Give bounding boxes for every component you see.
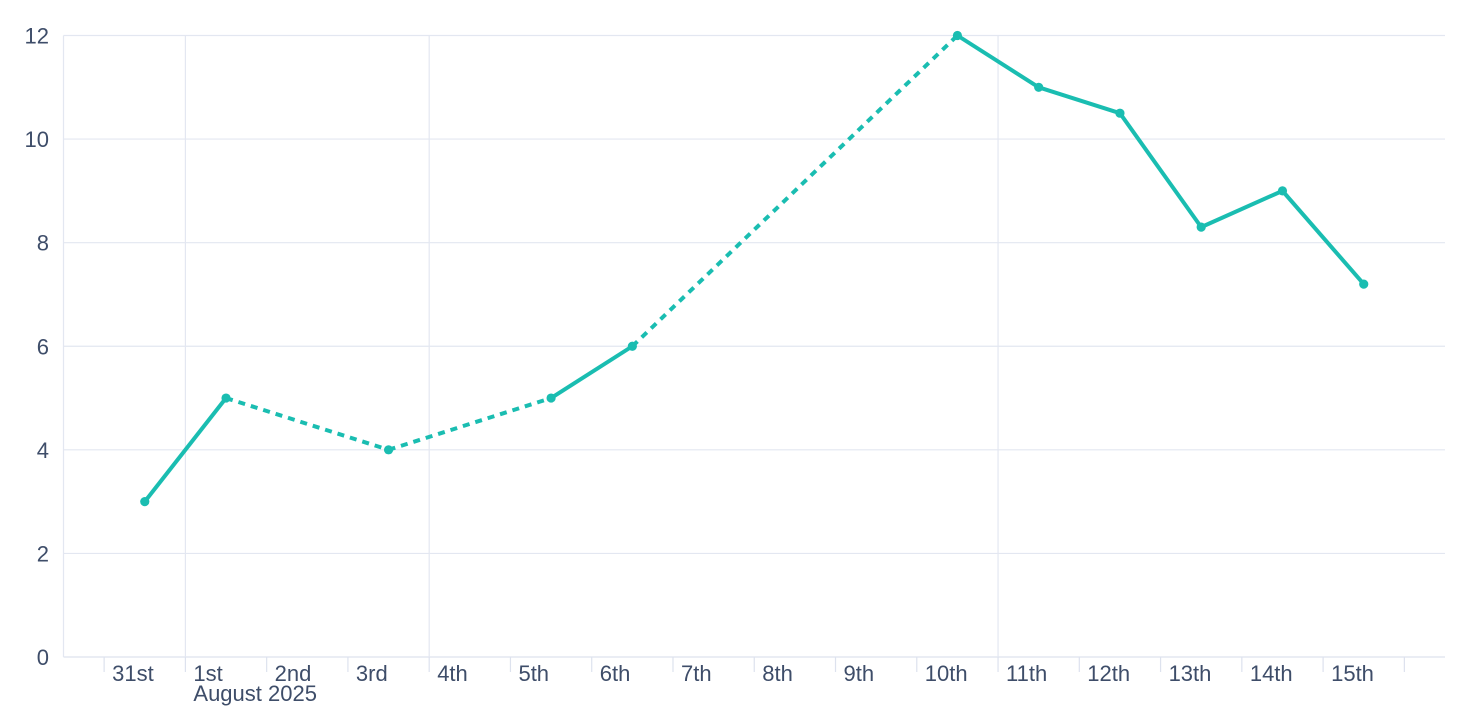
line-segment-solid bbox=[1200, 189, 1284, 229]
y-axis-label-0: 0 bbox=[37, 645, 49, 670]
data-point-10th[interactable] bbox=[952, 30, 963, 41]
data-point-14th[interactable] bbox=[1277, 186, 1288, 196]
month-label: August 2025 bbox=[193, 681, 317, 706]
line-segment-solid bbox=[550, 344, 634, 400]
x-axis-label-13th: 13th bbox=[1169, 661, 1212, 686]
x-axis-label-4th: 4th bbox=[437, 661, 468, 686]
x-axis-label-12th: 12th bbox=[1087, 661, 1130, 686]
line-segment-dashed bbox=[630, 34, 959, 348]
x-axis-label-14th: 14th bbox=[1250, 661, 1293, 686]
line-segment-solid bbox=[956, 33, 1040, 89]
series-markers-daily-values bbox=[140, 30, 1369, 507]
y-axis-label-8: 8 bbox=[37, 231, 49, 256]
x-axis-label-3rd: 3rd bbox=[356, 661, 388, 686]
x-axis-label-8th: 8th bbox=[762, 661, 793, 686]
x-axis-label-1st: 1st bbox=[193, 661, 222, 686]
line-segment-solid bbox=[1038, 85, 1121, 116]
line-segment-dashed bbox=[225, 396, 390, 452]
x-axis-ticks bbox=[103, 657, 1405, 672]
vertical-gridlines bbox=[184, 35, 999, 657]
x-axis-label-11th: 11th bbox=[1006, 661, 1047, 686]
data-point-12th[interactable] bbox=[1115, 108, 1125, 118]
x-axis-label-5th: 5th bbox=[518, 661, 549, 686]
data-point-31st[interactable] bbox=[140, 497, 150, 507]
x-axis-label-7th: 7th bbox=[681, 661, 712, 686]
y-axis-label-6: 6 bbox=[37, 334, 49, 359]
data-point-15th[interactable] bbox=[1359, 279, 1369, 289]
x-axis-label-6th: 6th bbox=[600, 661, 631, 686]
x-axis-label-10th: 10th bbox=[925, 661, 968, 686]
line-segment-dashed bbox=[387, 396, 552, 452]
data-point-11th[interactable] bbox=[1034, 82, 1044, 92]
x-axis-labels: 31st 1st 2nd 3rd 4th 5th 6th 7th 8th 9th 10th 11th 1… bbox=[112, 661, 1374, 706]
y-axis-label-4: 4 bbox=[37, 438, 49, 463]
x-axis-label-2nd: 2nd bbox=[275, 661, 312, 686]
line-segment-solid bbox=[1118, 112, 1203, 229]
x-axis-label-31st: 31st bbox=[112, 661, 154, 686]
data-point-3rd[interactable] bbox=[383, 445, 394, 455]
y-axis-labels: 0 2 4 6 8 10 12 bbox=[25, 24, 49, 671]
series-line-daily-values bbox=[143, 33, 1366, 503]
y-axis-label-12: 12 bbox=[25, 24, 49, 49]
data-point-1st[interactable] bbox=[221, 393, 231, 403]
data-point-5th[interactable] bbox=[546, 393, 556, 403]
line-segment-solid bbox=[1280, 189, 1366, 286]
x-axis-label-9th: 9th bbox=[844, 661, 875, 686]
y-axis-label-10: 10 bbox=[25, 127, 49, 152]
y-axis-label-2: 2 bbox=[37, 541, 49, 566]
horizontal-gridlines bbox=[63, 34, 1445, 658]
x-axis-label-15th: 15th bbox=[1331, 661, 1374, 686]
line-segment-solid bbox=[143, 396, 228, 503]
data-point-6th[interactable] bbox=[627, 341, 637, 351]
data-point-13th[interactable] bbox=[1196, 222, 1206, 232]
